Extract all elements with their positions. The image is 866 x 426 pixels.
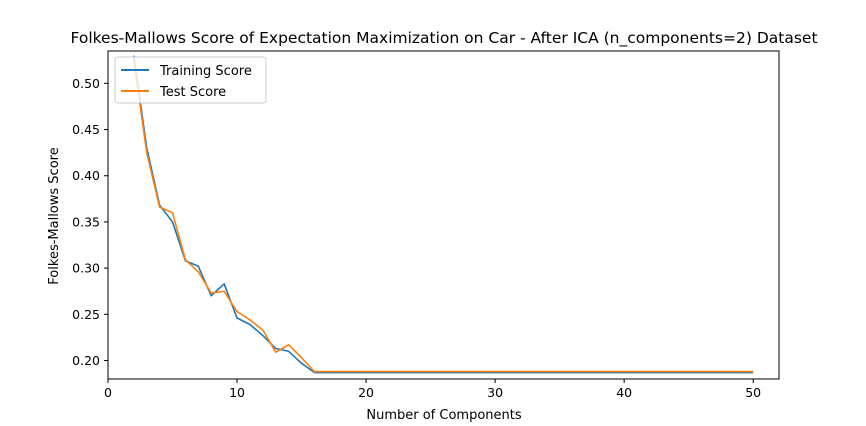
x-axis-label: Number of Components: [366, 408, 521, 423]
legend-box: [114, 56, 267, 104]
y-tick-label: 0.50: [72, 76, 100, 91]
x-tick-label: 20: [358, 385, 374, 400]
y-tick-label: 0.40: [72, 168, 100, 183]
x-tick-label: 10: [229, 385, 245, 400]
legend-label-test-score: Test Score: [159, 85, 226, 100]
x-tick-label: 0: [104, 385, 112, 400]
plot-frame: [107, 50, 780, 380]
y-axis-label: Folkes-Mallows Score: [47, 147, 62, 284]
y-tick-label: 0.45: [72, 122, 100, 137]
series-line-test-score: [133, 60, 754, 373]
y-tick-label: 0.35: [72, 214, 100, 229]
legend-label-training-score: Training Score: [159, 64, 252, 79]
x-tick-label: 30: [487, 385, 503, 400]
chart-title: Folkes-Mallows Score of Expectation Maxi…: [70, 29, 817, 48]
plot-area: [107, 50, 780, 380]
x-axis: 0 10 20 30 40 50: [104, 379, 761, 400]
y-axis: 0.20 0.25 0.30 0.35 0.40 0.45 0.50: [72, 76, 108, 368]
legend: Training Score Test Score: [114, 56, 267, 104]
x-tick-label: 40: [616, 385, 632, 400]
y-tick-label: 0.20: [72, 353, 100, 368]
x-tick-label: 50: [745, 385, 761, 400]
y-tick-label: 0.30: [72, 261, 100, 276]
series-line-training-score: [133, 55, 754, 374]
series-layer: [133, 55, 754, 374]
y-tick-label: 0.25: [72, 307, 100, 322]
